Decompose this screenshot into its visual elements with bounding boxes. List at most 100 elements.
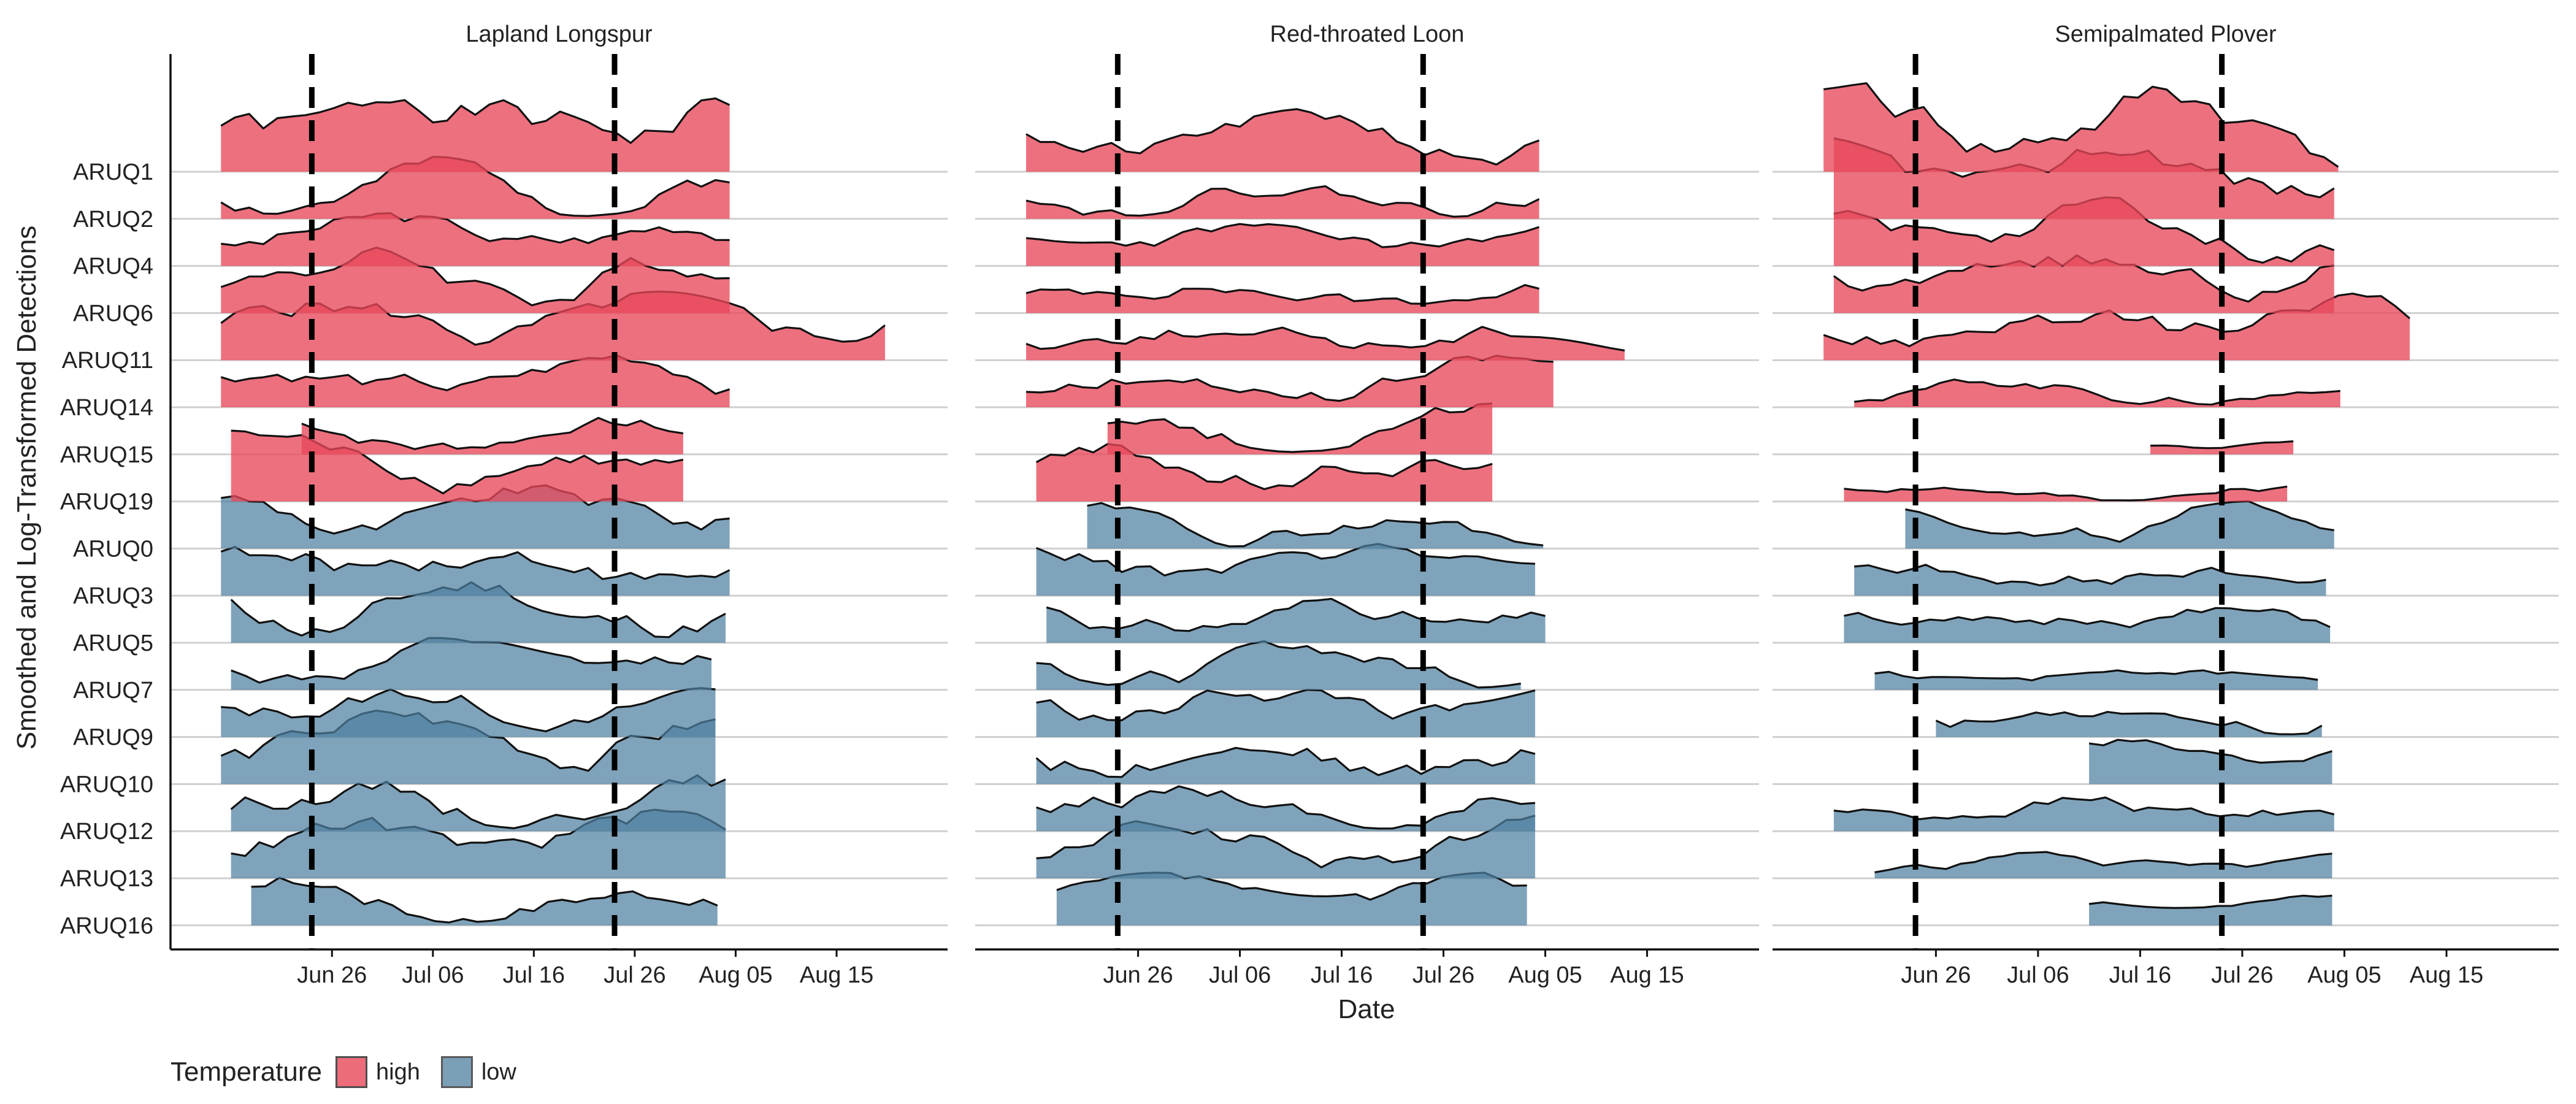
ridge-line-aruq1 (220, 97, 730, 144)
ridge-line-aruq1 (1823, 82, 2339, 168)
x-tick-label: Aug 15 (1610, 962, 1684, 988)
reference-lines (309, 54, 2225, 949)
row-label-aruq14: ARUQ14 (60, 395, 153, 421)
ridge-area-aruq11 (1823, 293, 2410, 361)
x-tick-label: Jun 26 (1901, 962, 1971, 988)
ridge-area-aruq4 (1026, 224, 1539, 266)
x-tick-label: Jun 26 (1103, 962, 1173, 988)
ridge-area-aruq2 (1026, 186, 1539, 219)
ridge-area-aruq7 (231, 638, 711, 690)
ridge-layer (220, 82, 2410, 926)
row-label-aruq7: ARUQ7 (73, 678, 153, 703)
ridge-area-aruq5 (1844, 608, 2331, 643)
ridge-area-aruq16 (251, 877, 718, 926)
ridge-line-aruq2 (1025, 185, 1540, 218)
ridge-line-aruq3 (220, 546, 730, 580)
row-label-aruq16: ARUQ16 (60, 913, 153, 939)
ridge-line-aruq15 (2150, 440, 2294, 450)
row-label-aruq19: ARUQ19 (60, 489, 153, 515)
x-tick-label: Jul 26 (2211, 962, 2273, 988)
ridge-area-aruq10 (1036, 748, 1535, 784)
ridge-line-aruq0 (1905, 500, 2334, 543)
ridge-line-aruq4 (221, 212, 730, 247)
ridge-area-aruq4 (221, 213, 730, 266)
ridge-area-aruq6 (1026, 285, 1539, 313)
ridge-line-aruq9 (221, 687, 716, 732)
ridge-line-aruq12 (1036, 785, 1536, 830)
ridge-line-aruq11 (1025, 326, 1625, 352)
ridge-area-aruq16 (1056, 872, 1527, 926)
ridge-line-aruq5 (1046, 597, 1546, 632)
ridge-area-aruq7 (1036, 641, 1521, 690)
ridge-area-aruq12 (1036, 786, 1535, 832)
ridge-area-aruq2 (221, 156, 730, 219)
x-tick-label: Jul 26 (1413, 962, 1474, 988)
ridge-area-aruq6 (1833, 255, 2334, 313)
ridge-line-aruq7 (1874, 669, 2318, 681)
x-tick-label: Jul 16 (1311, 962, 1373, 988)
legend: Temperature high low (171, 1056, 537, 1088)
row-label-aruq10: ARUQ10 (60, 772, 153, 797)
legend-key-high (335, 1056, 368, 1088)
x-tick-label: Jul 16 (503, 962, 565, 988)
ridge-area-aruq16 (2089, 895, 2333, 926)
axes: ARUQ1 ARUQ2 ARUQ4 ARUQ6 ARUQ11 ARUQ14 ARUQ15 AR… (60, 21, 2559, 988)
ridge-area-aruq1 (1026, 109, 1539, 172)
y-axis-title: Smoothed and Log-Transformed Detections (12, 226, 42, 749)
ridge-line-aruq0 (1087, 502, 1544, 548)
x-axis-title: Date (1338, 994, 1395, 1024)
x-tick-label: Jul 06 (1209, 962, 1271, 988)
x-tick-label: Aug 05 (699, 962, 772, 988)
ridge-line-aruq14 (1854, 378, 2340, 406)
ridge-line-aruq15 (301, 416, 684, 450)
ridge-area-aruq14 (1026, 355, 1554, 407)
row-label-aruq11: ARUQ11 (62, 348, 153, 374)
panel-title: Red-throated Loon (1270, 21, 1465, 47)
ridge-area-aruq4 (1833, 197, 2334, 266)
x-tick-label: Jul 26 (604, 962, 665, 988)
ridge-area-aruq1 (221, 98, 730, 172)
ridge-area-aruq9 (1036, 689, 1535, 737)
ridge-area-aruq10 (2089, 740, 2333, 784)
ridge-area-aruq11 (1026, 326, 1625, 361)
ridge-area-aruq9 (1936, 711, 2322, 737)
ridge-line-aruq13 (1874, 851, 2333, 873)
ridge-area-aruq15 (301, 418, 683, 454)
ridge-area-aruq7 (1874, 670, 2318, 690)
ridge-line-aruq15 (1107, 402, 1493, 453)
ridge-area-aruq15 (1107, 403, 1493, 454)
row-label-aruq12: ARUQ12 (60, 819, 153, 845)
ridge-area-aruq12 (1833, 797, 2334, 832)
x-tick-label: Jul 16 (2109, 962, 2171, 988)
x-tick-label: Aug 15 (2410, 962, 2483, 988)
row-label-aruq15: ARUQ15 (60, 442, 153, 468)
panel-title: Semipalmated Plover (2055, 21, 2277, 47)
ridge-area-aruq5 (231, 582, 726, 643)
row-label-aruq9: ARUQ9 (73, 725, 153, 751)
x-tick-label: Jul 06 (402, 962, 464, 988)
ridge-area-aruq13 (1036, 815, 1535, 878)
x-tick-label: Jul 06 (2007, 962, 2069, 988)
ridge-area-aruq3 (221, 546, 730, 596)
row-label-aruq4: ARUQ4 (73, 254, 153, 280)
ridge-line-aruq9 (1935, 711, 2323, 735)
ridge-line-aruq10 (2088, 738, 2333, 764)
legend-label-high: high (376, 1059, 420, 1085)
row-label-aruq5: ARUQ5 (73, 631, 153, 656)
ridge-area-aruq2 (1833, 138, 2334, 219)
x-tick-label: Aug 05 (1508, 962, 1582, 988)
ridge-line-aruq14 (220, 354, 730, 395)
ridge-area-aruq3 (1036, 543, 1535, 596)
ridge-area-aruq9 (221, 688, 716, 737)
ridge-line-aruq16 (251, 876, 718, 924)
row-label-aruq1: ARUQ1 (73, 159, 153, 185)
x-tick-label: Jun 26 (297, 962, 367, 988)
ridge-area-aruq3 (1854, 564, 2326, 596)
x-tick-label: Aug 05 (2307, 962, 2381, 988)
ridge-area-aruq12 (231, 775, 726, 832)
ridge-line-aruq3 (1854, 564, 2326, 586)
row-label-aruq3: ARUQ3 (73, 583, 153, 609)
row-label-aruq13: ARUQ13 (60, 866, 153, 892)
ridge-line-aruq1 (1025, 108, 1540, 166)
